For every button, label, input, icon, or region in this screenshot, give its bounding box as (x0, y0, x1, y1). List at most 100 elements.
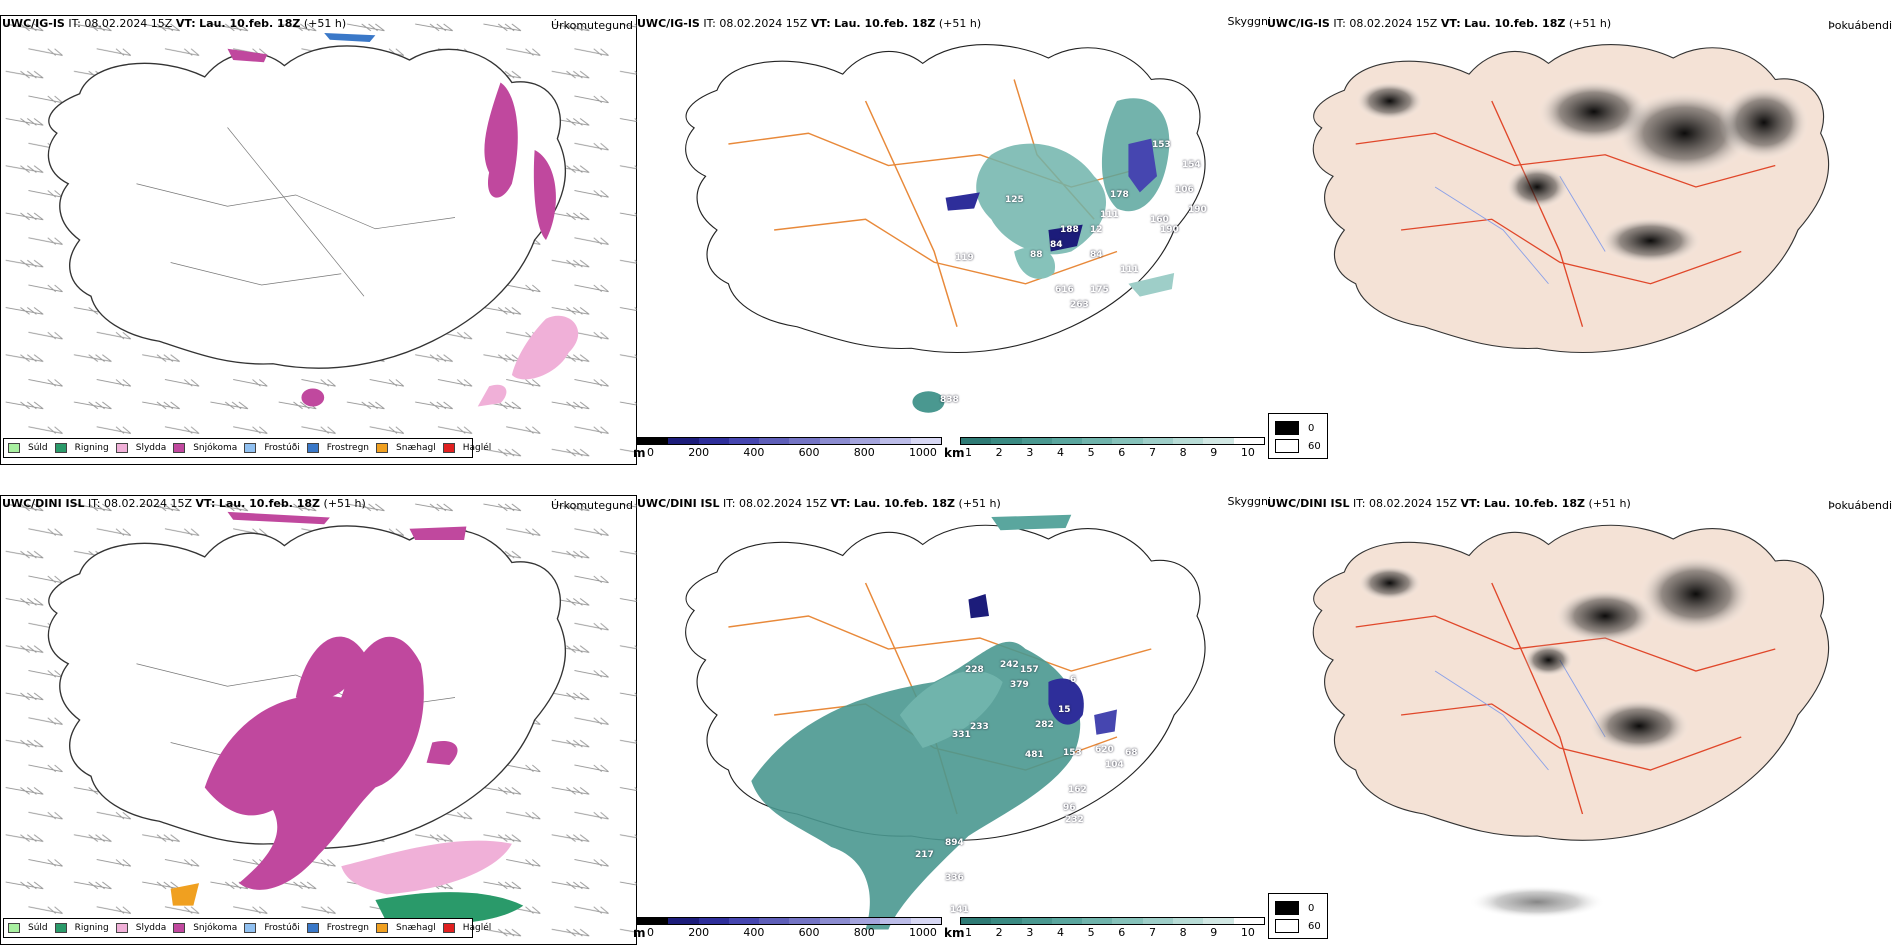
cloud-base-label: 15 (1058, 705, 1071, 715)
param-label: Úrkomutegund (551, 19, 633, 32)
cloud-base-label: 616 (1055, 285, 1074, 295)
cloud-base-label: 119 (955, 253, 974, 263)
legend-swatch (8, 443, 20, 453)
legend-item: Frostregn (306, 923, 369, 933)
legend-item: Frostregn (306, 443, 369, 453)
cloud-base-label: 153 (1152, 140, 1171, 150)
legend-swatch (8, 923, 20, 933)
legend-swatch (442, 923, 455, 933)
legend-item: Slydda (115, 923, 166, 933)
cloud-base-label: 104 (1105, 760, 1124, 770)
fog-swatch (1275, 439, 1299, 453)
legend-swatch (376, 923, 389, 933)
panel-title: UWC/IG-IS IT: 08.02.2024 15Z VT: Lau. 10… (1267, 17, 1612, 30)
fog-panel-row2: UWC/DINI ISL IT: 08.02.2024 15Z VT: Lau.… (1265, 495, 1900, 945)
cloud-base-label: 111 (1120, 265, 1139, 275)
visibility-scale-labels: 1 2 3 4 5 6 7 8 9 10 (965, 926, 1255, 939)
cloud-base-label: 190 (1188, 205, 1207, 215)
fog-panel-row1: UWC/IG-IS IT: 08.02.2024 15Z VT: Lau. 10… (1265, 15, 1900, 465)
fog-swatch (1275, 901, 1299, 915)
cloud-base-label: 228 (965, 665, 984, 675)
cloud-base-label: 154 (1182, 160, 1201, 170)
precip-map-row2 (0, 495, 637, 945)
legend-swatch (54, 443, 67, 453)
cloud-base-label: 153 (1063, 748, 1082, 758)
cloud-base-label: 175 (1090, 285, 1109, 295)
cloud-base-label: 620 (1095, 745, 1114, 755)
legend-item: Rigning (54, 443, 109, 453)
height-scale-unit: m (633, 926, 646, 940)
legend-swatch (115, 923, 128, 933)
fog-legend-row: 0 (1275, 899, 1321, 917)
visibility-scale-unit: km (944, 926, 965, 940)
fog-swatch (1275, 421, 1299, 435)
cloud-base-label: 282 (1035, 720, 1054, 730)
cloud-base-label: 331 (952, 730, 971, 740)
legend-item: Frostúði (244, 443, 300, 453)
visibility-scale-bar (960, 437, 1265, 445)
cloud-base-label: 157 (1020, 665, 1039, 675)
panel-title: UWC/DINI ISL IT: 08.02.2024 15Z VT: Lau.… (637, 497, 1001, 510)
legend-item: Rigning (54, 923, 109, 933)
legend-item: Súld (8, 443, 48, 453)
visibility-scale-labels: 1 2 3 4 5 6 7 8 9 10 (965, 446, 1255, 459)
cloud-base-label: 84 (1090, 250, 1103, 260)
param-label: Skyggni (1227, 495, 1271, 508)
cloud-base-label: 233 (970, 722, 989, 732)
precip-legend: Súld Rigning Slydda Snjókoma Frostúði Fr… (3, 438, 491, 458)
legend-swatch (173, 443, 186, 453)
fog-legend: 0 60 (1268, 413, 1328, 459)
legend-swatch (306, 443, 319, 453)
panel-title: UWC/DINI ISL IT: 08.02.2024 15Z VT: Lau.… (1267, 497, 1631, 510)
cloud-base-label: 160 (1150, 215, 1169, 225)
cloud-base-label: 232 (1065, 815, 1084, 825)
legend-swatch (54, 923, 67, 933)
cloud-base-label: 263 (1070, 300, 1089, 310)
legend-swatch (244, 443, 257, 453)
cloud-base-label: 6 (1070, 675, 1077, 685)
legend-item: Snjókoma (173, 443, 237, 453)
param-label: Skyggni (1227, 15, 1271, 28)
fog-map-row2 (1312, 524, 1830, 919)
cloud-base-label: 336 (945, 873, 964, 883)
precip-panel-row1: UWC/IG-IS IT: 08.02.2024 15Z VT: Lau. 10… (0, 15, 637, 465)
legend-item: Slydda (115, 443, 166, 453)
cloud-base-label: 894 (945, 838, 964, 848)
fog-swatch (1275, 919, 1299, 933)
fog-legend-row: 60 (1275, 917, 1321, 935)
height-scale-labels: 0 200 400 600 800 1000 (647, 446, 937, 459)
cloud-base-label: 188 (1060, 225, 1079, 235)
cloud-map-row2 (685, 514, 1206, 930)
fog-legend-row: 0 (1275, 419, 1321, 437)
cloud-base-label: 242 (1000, 660, 1019, 670)
panel-title: UWC/DINI ISL IT: 08.02.2024 15Z VT: Lau.… (2, 497, 366, 510)
height-scale-labels: 0 200 400 600 800 1000 (647, 926, 937, 939)
visibility-scale-unit: km (944, 446, 965, 460)
height-scale-unit: m (633, 446, 646, 460)
cloud-base-label: 481 (1025, 750, 1044, 760)
cloud-base-label: 84 (1050, 240, 1063, 250)
height-scale-bar (637, 917, 942, 925)
fog-legend: 0 60 (1268, 893, 1328, 939)
legend-item: Súld (8, 923, 48, 933)
param-label: Þokuábendi (1828, 499, 1892, 512)
fog-map-row1 (1312, 43, 1830, 354)
precip-legend: Súld Rigning Slydda Snjókoma Frostúði Fr… (3, 918, 491, 938)
height-scale-bar (637, 437, 942, 445)
legend-swatch (306, 923, 319, 933)
cloud-base-label: 217 (915, 850, 934, 860)
cloud-base-label: 190 (1160, 225, 1179, 235)
cloud-base-label: 106 (1175, 185, 1194, 195)
cloud-base-label: 141 (950, 905, 969, 915)
legend-item: Haglél (442, 923, 491, 933)
cloud-panel-row2: UWC/DINI ISL IT: 08.02.2024 15Z VT: Lau.… (637, 495, 1277, 945)
precip-map-row1 (0, 15, 637, 465)
legend-item: Frostúði (244, 923, 300, 933)
legend-item: Snjókoma (173, 923, 237, 933)
cloud-base-label: 162 (1068, 785, 1087, 795)
cloud-base-label: 12 (1090, 225, 1103, 235)
cloud-base-label: 838 (940, 395, 959, 405)
panel-title: UWC/IG-IS IT: 08.02.2024 15Z VT: Lau. 10… (637, 17, 982, 30)
param-label: Úrkomutegund (551, 499, 633, 512)
cloud-base-label: 88 (1030, 250, 1043, 260)
